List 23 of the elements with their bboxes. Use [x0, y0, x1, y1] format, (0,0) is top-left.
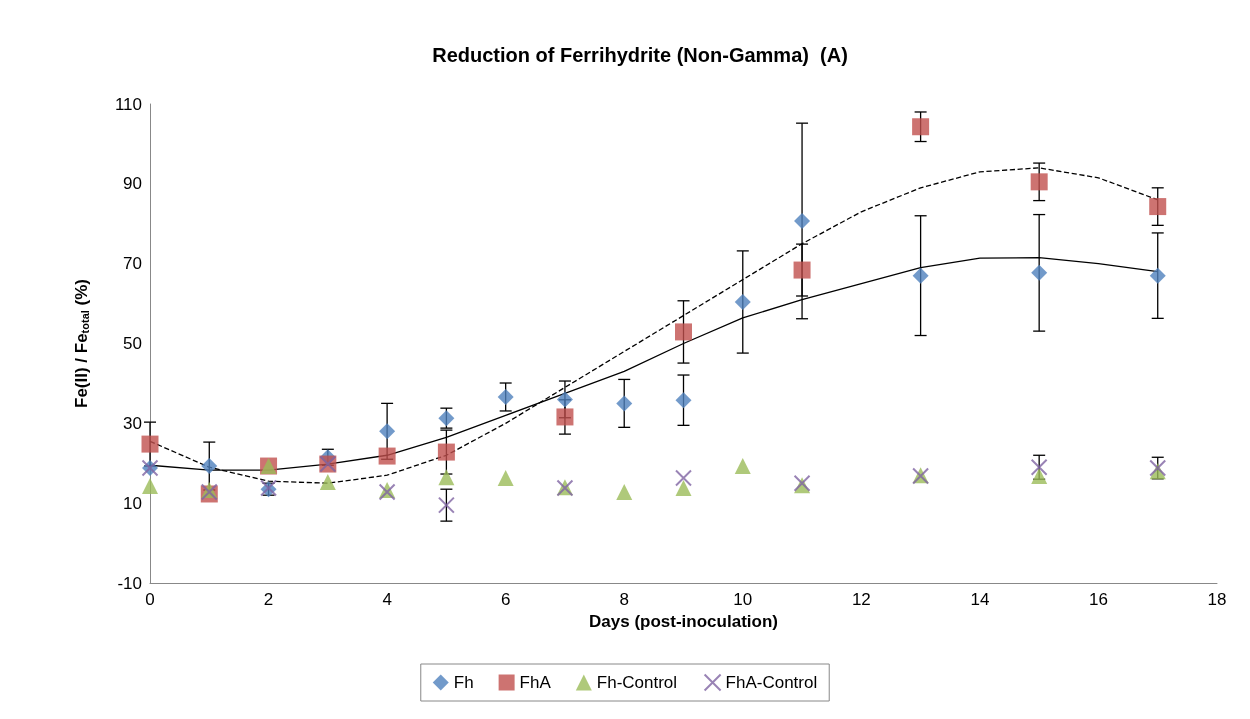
x-tick-label: 18: [1207, 590, 1227, 609]
y-tick-label: 30: [123, 413, 142, 433]
x-axis-title: Days (post-inoculation): [589, 611, 778, 631]
x-tick-label: 6: [500, 590, 511, 609]
x-tick-label: 16: [1088, 590, 1108, 609]
legend-label: Fh-Control: [596, 673, 678, 692]
legend-label: FhA: [519, 673, 552, 692]
y-tick-label: 70: [123, 254, 142, 274]
legend-label: FhA-Control: [725, 673, 818, 692]
x-tick-label: 12: [851, 590, 871, 609]
x-tick-label: 4: [382, 590, 392, 609]
x-tick-label: 2: [263, 590, 274, 609]
y-tick-label: 50: [123, 334, 142, 353]
chart-title: Reduction of Ferrihydrite (Non-Gamma) (A): [432, 44, 848, 66]
y-tick-label: 110: [114, 94, 142, 114]
y-tick-label: -10: [117, 573, 142, 593]
x-tick-label: 10: [733, 590, 753, 609]
y-tick-label: 90: [123, 174, 142, 194]
x-tick-label: 0: [145, 590, 155, 609]
x-tick-label: 8: [619, 590, 629, 609]
y-tick-label: 10: [123, 493, 142, 513]
legend-label: Fh: [453, 673, 474, 692]
x-tick-label: 14: [970, 590, 990, 609]
